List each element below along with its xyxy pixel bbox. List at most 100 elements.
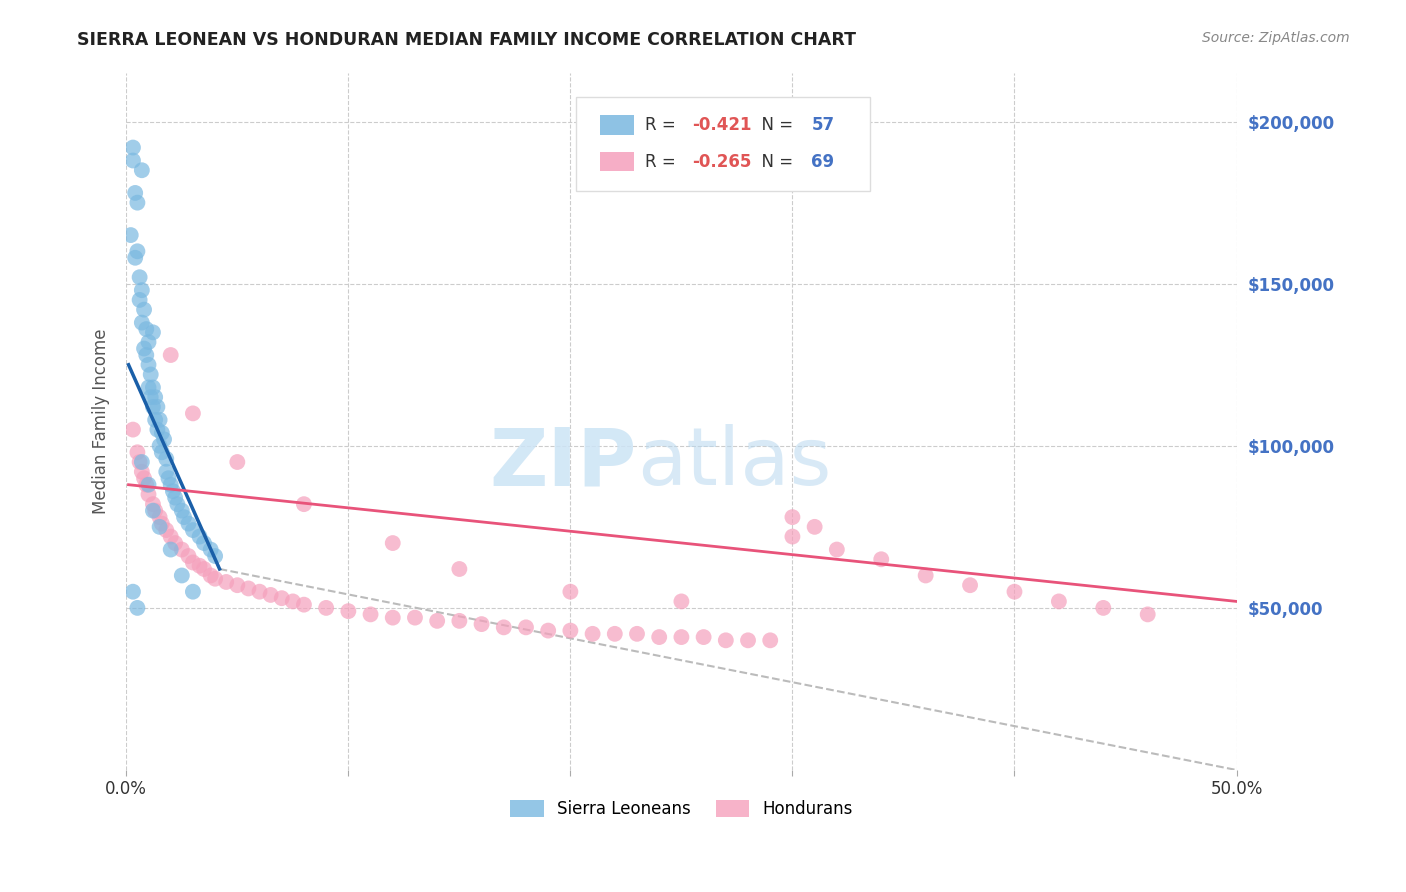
Point — [166, 497, 188, 511]
Point — [131, 455, 153, 469]
Point — [1136, 607, 1159, 622]
Point — [200, 542, 222, 557]
Point — [155, 451, 177, 466]
Text: -0.421: -0.421 — [693, 116, 752, 135]
Point — [404, 610, 426, 624]
Point — [337, 604, 360, 618]
Point — [149, 439, 172, 453]
Point — [193, 536, 215, 550]
Point — [159, 477, 181, 491]
Point — [138, 477, 160, 491]
Point — [200, 568, 222, 582]
Point — [215, 574, 238, 589]
Point — [127, 244, 149, 259]
Text: R =: R = — [645, 116, 681, 135]
Point — [426, 614, 449, 628]
Point — [150, 425, 173, 440]
Point — [471, 617, 494, 632]
Legend: Sierra Leoneans, Hondurans: Sierra Leoneans, Hondurans — [503, 793, 859, 824]
Point — [515, 620, 537, 634]
Point — [270, 591, 292, 606]
Point — [150, 516, 173, 531]
Point — [560, 584, 582, 599]
Point — [142, 326, 165, 340]
FancyBboxPatch shape — [576, 97, 870, 192]
Text: R =: R = — [645, 153, 681, 170]
Point — [131, 163, 153, 178]
Point — [560, 624, 582, 638]
Point — [671, 594, 693, 608]
Point — [249, 584, 271, 599]
Point — [165, 536, 187, 550]
Point — [131, 465, 153, 479]
Point — [204, 549, 226, 563]
Text: ZIP: ZIP — [489, 425, 637, 502]
Y-axis label: Median Family Income: Median Family Income — [93, 329, 110, 515]
Point — [170, 568, 193, 582]
Point — [193, 562, 215, 576]
Text: N =: N = — [751, 116, 799, 135]
Point — [603, 627, 626, 641]
Point — [170, 542, 193, 557]
Text: Source: ZipAtlas.com: Source: ZipAtlas.com — [1202, 31, 1350, 45]
Point — [159, 348, 181, 362]
Point — [204, 572, 226, 586]
Point — [381, 536, 404, 550]
Point — [143, 503, 166, 517]
Point — [153, 433, 176, 447]
Point — [671, 630, 693, 644]
Point — [155, 465, 177, 479]
Point — [122, 584, 145, 599]
Point — [492, 620, 515, 634]
Point — [142, 497, 165, 511]
Point — [188, 558, 211, 573]
Point — [138, 380, 160, 394]
Point — [177, 516, 200, 531]
Point — [1047, 594, 1070, 608]
Point — [537, 624, 560, 638]
Point — [122, 140, 145, 154]
Point — [128, 293, 150, 307]
Point — [142, 503, 165, 517]
Point — [170, 503, 193, 517]
Text: SIERRA LEONEAN VS HONDURAN MEDIAN FAMILY INCOME CORRELATION CHART: SIERRA LEONEAN VS HONDURAN MEDIAN FAMILY… — [77, 31, 856, 49]
Point — [159, 542, 181, 557]
Point — [581, 627, 603, 641]
Point — [139, 368, 162, 382]
Point — [138, 487, 160, 501]
Point — [135, 322, 157, 336]
Point — [181, 406, 204, 420]
Point — [128, 455, 150, 469]
Point — [150, 445, 173, 459]
Point — [138, 334, 160, 349]
Point — [759, 633, 782, 648]
Text: atlas: atlas — [637, 425, 831, 502]
Point — [226, 455, 249, 469]
Point — [132, 342, 155, 356]
Point — [127, 445, 149, 459]
Point — [626, 627, 648, 641]
Point — [165, 491, 187, 505]
Point — [142, 400, 165, 414]
Point — [914, 568, 936, 582]
Point — [449, 562, 471, 576]
Point — [292, 598, 315, 612]
Point — [122, 423, 145, 437]
Point — [127, 195, 149, 210]
Point — [959, 578, 981, 592]
Point — [449, 614, 471, 628]
Point — [188, 530, 211, 544]
Point — [315, 601, 337, 615]
Point — [132, 302, 155, 317]
Point — [173, 510, 195, 524]
Point — [714, 633, 737, 648]
Point — [135, 477, 157, 491]
Point — [128, 270, 150, 285]
Point — [782, 530, 804, 544]
Point — [782, 510, 804, 524]
Point — [146, 400, 169, 414]
Point — [692, 630, 714, 644]
Point — [360, 607, 382, 622]
Point — [122, 153, 145, 168]
Point — [149, 520, 172, 534]
